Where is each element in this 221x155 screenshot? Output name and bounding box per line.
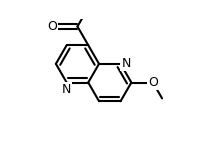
Text: O: O [48, 20, 57, 33]
Text: N: N [121, 57, 131, 70]
Text: O: O [148, 76, 158, 89]
Text: N: N [62, 83, 71, 96]
